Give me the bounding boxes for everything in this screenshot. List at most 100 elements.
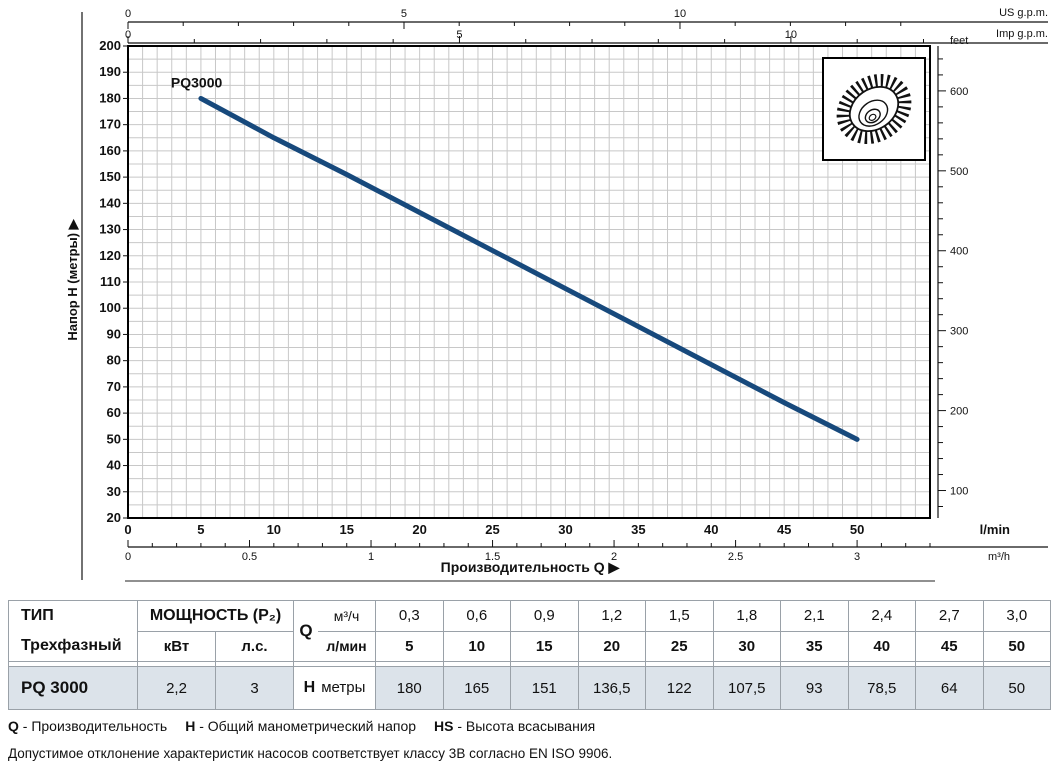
- impeller-illustration-box: [822, 57, 926, 161]
- axis-tick-label: 10: [267, 522, 281, 537]
- legend-item: H - Общий манометрический напор: [185, 718, 416, 734]
- axis-tick-label: 3: [854, 551, 860, 563]
- axis-tick-label: 60: [107, 405, 121, 420]
- tolerance-note: Допустимое отклонение характеристик насо…: [8, 746, 613, 761]
- q-lmin-value: 45: [915, 630, 984, 662]
- legend-desc: - Высота всасывания: [457, 718, 596, 734]
- h-letter: H: [303, 679, 316, 696]
- axis-tick-label: 10: [785, 29, 797, 41]
- q-m3h-value: 2,4: [847, 600, 917, 632]
- head-value: 136,5: [577, 666, 647, 710]
- axis-tick-label: 20: [412, 522, 426, 537]
- axis-tick-label: 150: [99, 169, 121, 184]
- q-m3h-value: 2,7: [915, 600, 984, 632]
- axis-tick-label: 80: [107, 353, 121, 368]
- axis-tick-label: 10: [674, 8, 686, 20]
- axis-title-imp-gpm: Imp g.p.m.: [996, 28, 1048, 40]
- q-m3h-value: 0,9: [510, 600, 579, 632]
- legend-term: Q: [8, 718, 23, 734]
- power-hp-value: 3: [214, 666, 295, 710]
- axis-tick-label: 1: [368, 551, 374, 563]
- axis-tick-label: 0: [125, 29, 131, 41]
- q-unit-m3h: м³/ч: [318, 602, 375, 632]
- q-lmin-value: 25: [645, 630, 714, 662]
- legend-term: H: [185, 718, 200, 734]
- axis-tick-label: 100: [99, 300, 121, 315]
- q-lmin-value: 40: [847, 630, 917, 662]
- axis-tick-label: 160: [99, 143, 121, 158]
- head-value: 165: [442, 666, 512, 710]
- head-value: 50: [982, 666, 1052, 710]
- axis-tick-label: 180: [99, 90, 121, 105]
- q-lmin-value: 5: [375, 630, 444, 662]
- axis-tick-label: 70: [107, 379, 121, 394]
- axis-tick-label: 15: [339, 522, 353, 537]
- axis-tick-label: 25: [485, 522, 499, 537]
- q-m3h-value: 0,3: [375, 600, 444, 632]
- legend-desc: - Общий манометрический напор: [199, 718, 417, 734]
- curve-label: PQ3000: [171, 74, 223, 90]
- power-unit-hp: л.с.: [214, 630, 295, 662]
- head-value: 93: [780, 666, 849, 710]
- q-lmin-value: 10: [442, 630, 512, 662]
- axis-tick-label: 5: [197, 522, 204, 537]
- axis-tick-label: 1.5: [485, 551, 500, 563]
- axis-tick-label: 100: [950, 486, 968, 498]
- axis-tick-label: 2.5: [728, 551, 743, 563]
- q-unit-lmin: л/мин: [326, 638, 367, 655]
- axis-tick-label: 5: [456, 29, 462, 41]
- axis-tick-label: 40: [107, 458, 121, 473]
- axis-tick-label: 200: [950, 406, 968, 418]
- axis-tick-label: 30: [558, 522, 572, 537]
- type-header: ТИП: [21, 607, 54, 624]
- q-header-cell: Q м³/ч л/мин: [293, 600, 377, 662]
- q-lmin-value: 50: [982, 630, 1052, 662]
- x-axis-title: Производительность Q ▶: [441, 559, 621, 575]
- axis-tick-label: 110: [100, 274, 121, 289]
- legend-item: Q - Производительность: [8, 718, 167, 734]
- head-value: 151: [510, 666, 579, 710]
- axis-tick-label: 0: [125, 551, 131, 563]
- type-subheader: Трехфазный: [21, 637, 122, 654]
- pump-curve-chart: 0 5 10 US g.p.m.0 5 10 Imp g.p.m.6005004003002…: [81, 7, 1048, 582]
- power-header: МОЩНОСТЬ (P₂): [136, 600, 295, 632]
- axis-tick-label: 45: [777, 522, 791, 537]
- axis-title-lmin: l/min: [980, 522, 1010, 537]
- q-lmin-value: 30: [712, 630, 782, 662]
- q-m3h-value: 2,1: [780, 600, 849, 632]
- axis-tick-label: 50: [107, 431, 121, 446]
- legend-line: Q - Производительность H - Общий манометр…: [8, 718, 613, 734]
- head-value: 180: [375, 666, 444, 710]
- q-m3h-value: 3,0: [982, 600, 1052, 632]
- q-m3h-value: 1,5: [645, 600, 714, 632]
- head-value: 107,5: [712, 666, 782, 710]
- q-m3h-value: 0,6: [442, 600, 512, 632]
- axis-tick-label: 0: [124, 522, 131, 537]
- axis-tick-label: 200: [99, 38, 121, 53]
- axis-tick-label: 140: [99, 195, 121, 210]
- axis-tick-label: 300: [950, 326, 968, 338]
- pump-curve: [198, 95, 860, 442]
- pump-spec-table-wrap: ТИП Трехфазный МОЩНОСТЬ (P₂) Q м³/ч л/ми…: [8, 600, 1052, 710]
- axis-tick-label: 50: [850, 522, 864, 537]
- legend-desc: - Производительность: [22, 718, 168, 734]
- axis-tick-label: 170: [99, 117, 121, 132]
- h-unit: метры: [321, 679, 366, 696]
- head-value: 122: [645, 666, 714, 710]
- axis-tick-label: 600: [950, 86, 968, 98]
- axis-tick-label: 20: [107, 510, 121, 525]
- axis-tick-label: 90: [107, 326, 121, 341]
- q-m3h-value: 1,2: [577, 600, 647, 632]
- axis-tick-label: 40: [704, 522, 718, 537]
- axis-tick-label: 190: [99, 64, 121, 79]
- axis-tick-label: 120: [99, 248, 121, 263]
- q-lmin-value: 35: [780, 630, 849, 662]
- power-unit-kw: кВт: [137, 630, 216, 662]
- axis-tick-label: 0: [125, 8, 131, 20]
- q-letter: Q: [299, 621, 313, 640]
- axis-title-feet: feet: [950, 35, 968, 47]
- power-kw-value: 2,2: [137, 666, 216, 710]
- head-value: 78,5: [847, 666, 917, 710]
- head-value: 64: [915, 666, 984, 710]
